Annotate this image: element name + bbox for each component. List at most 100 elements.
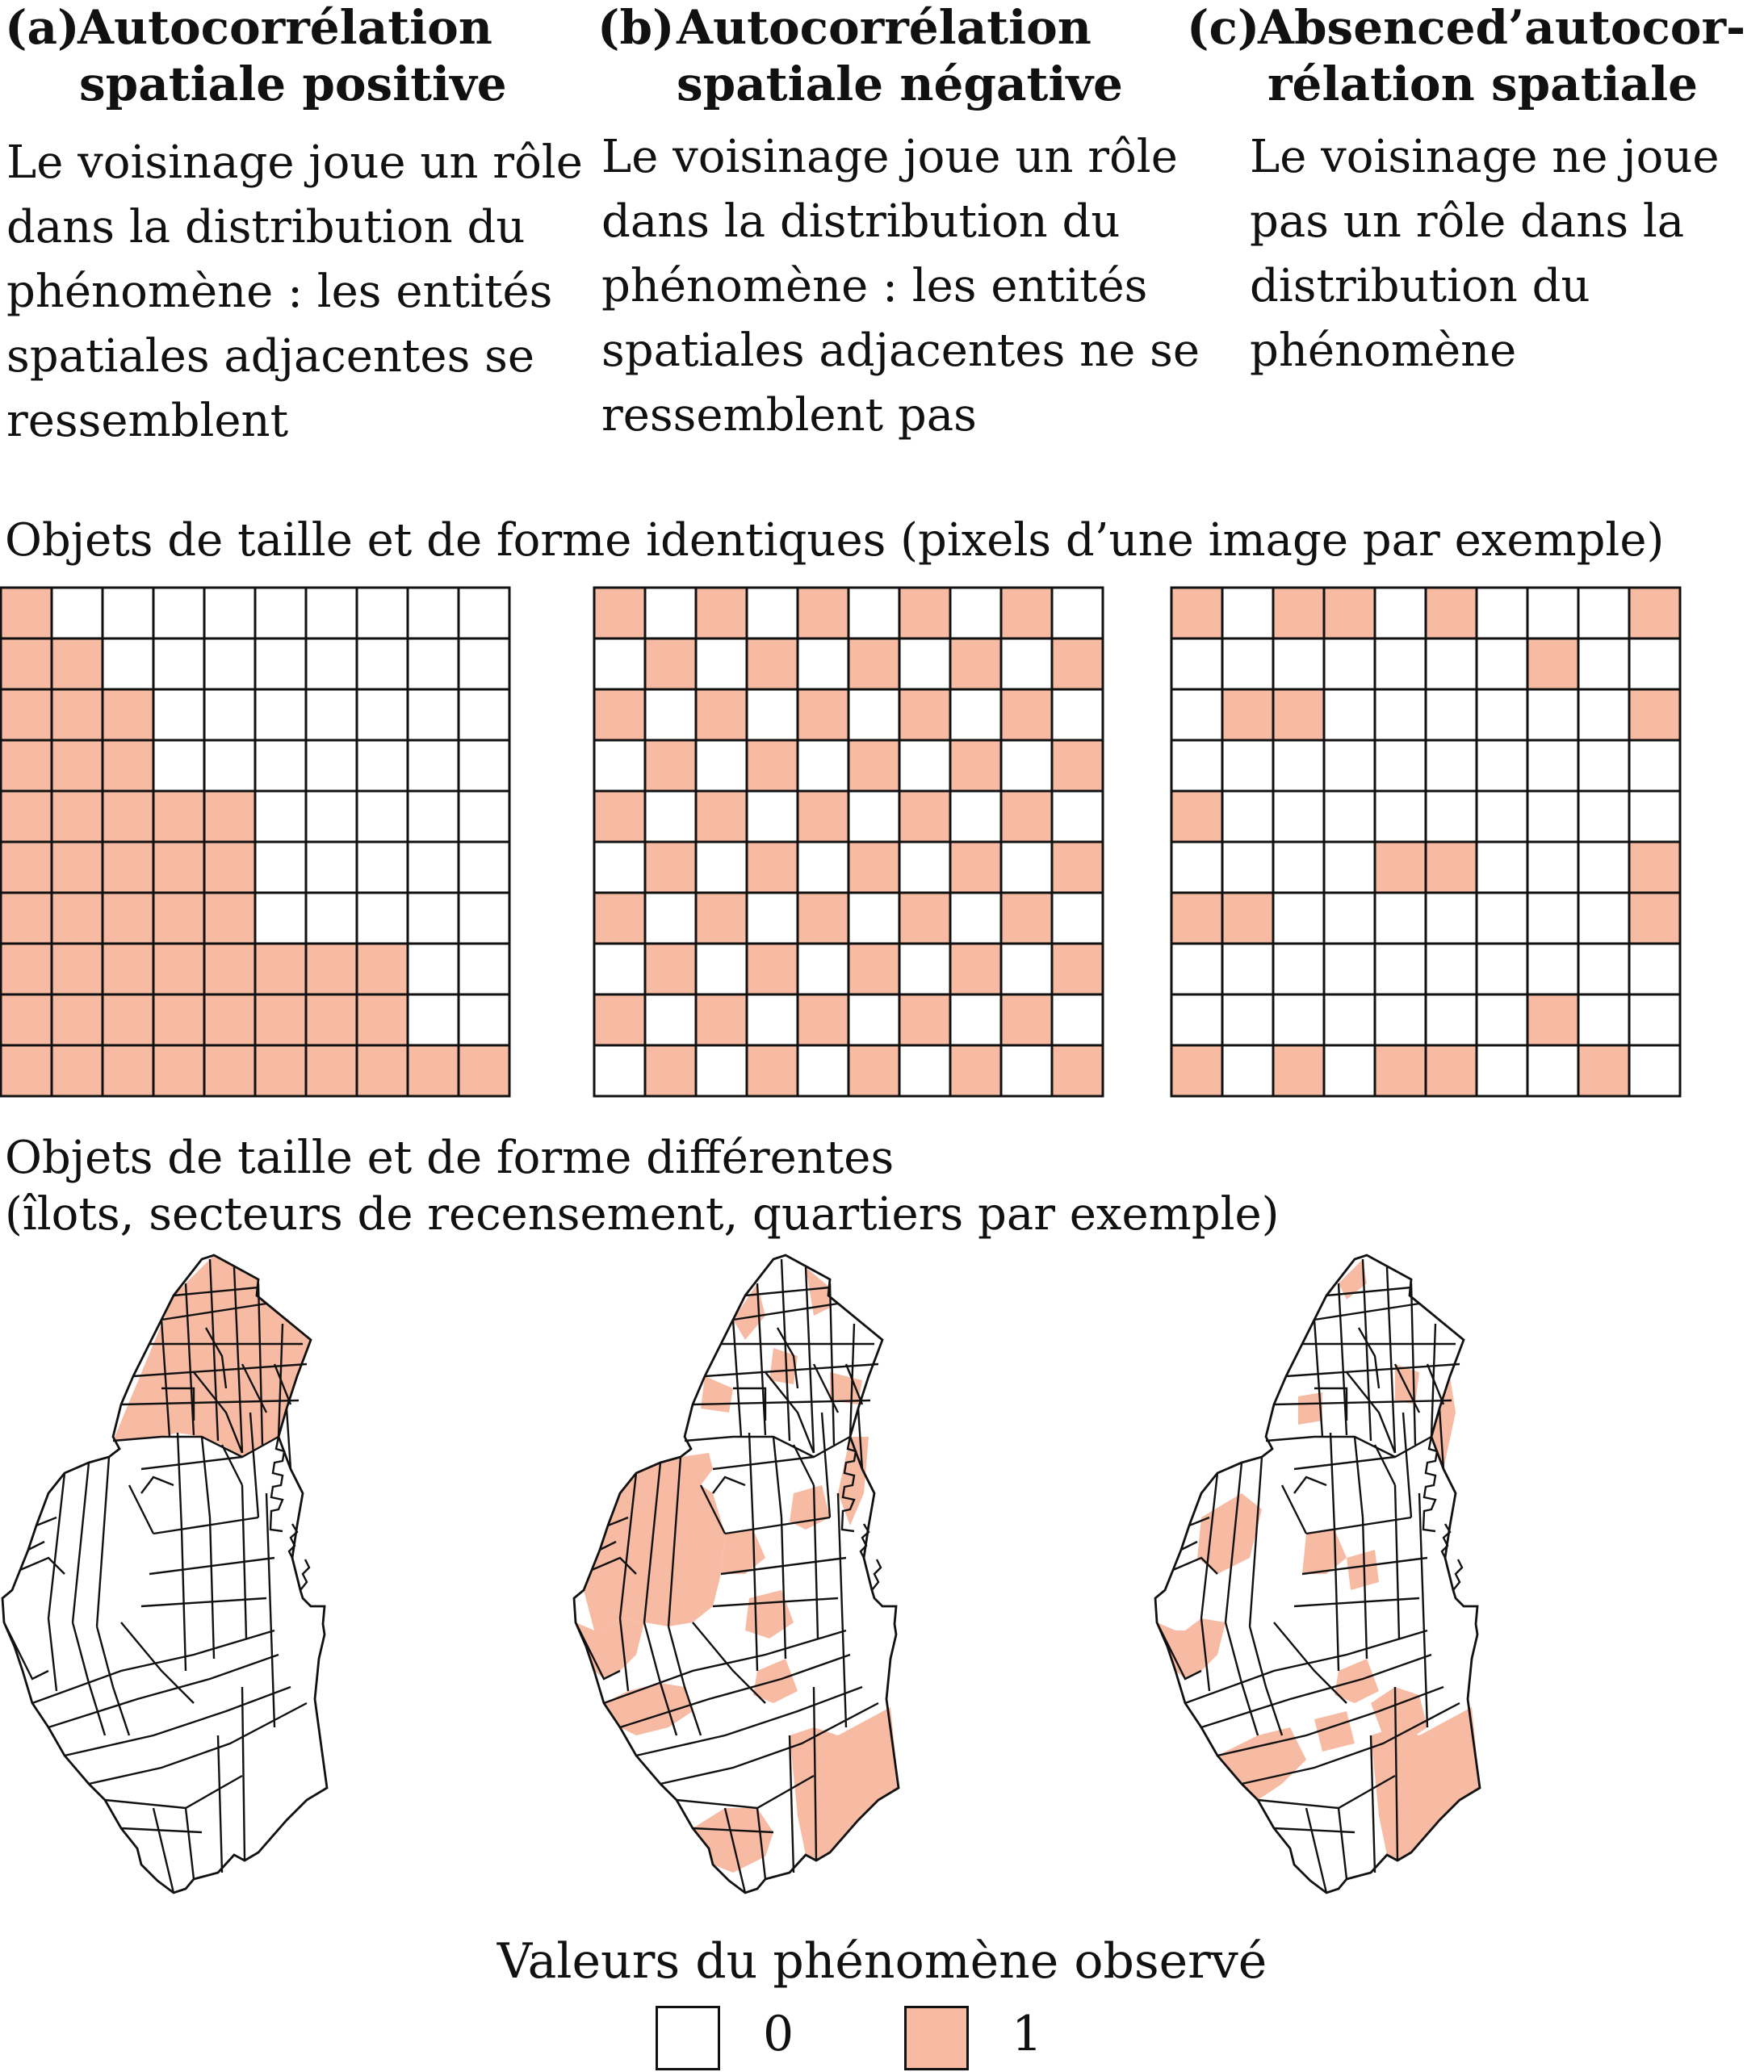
map-boundary-line — [1200, 1472, 1219, 1619]
grid-cell — [898, 688, 952, 742]
grid-cell — [898, 739, 952, 793]
grid-cell — [694, 942, 748, 996]
map-boundary-line — [1184, 1629, 1428, 1705]
grid-cell — [304, 993, 358, 1047]
grid-cell — [949, 891, 1003, 945]
grid-cell — [406, 1044, 460, 1098]
grid-cell — [253, 688, 308, 742]
grid-cell — [50, 586, 104, 640]
grid-cell — [1373, 637, 1427, 691]
map-boundary-line — [733, 1387, 767, 1421]
grid-cell — [101, 637, 155, 691]
grid-cell — [253, 993, 308, 1047]
grid-cell — [152, 993, 206, 1047]
map-boundary-line — [871, 1559, 882, 1591]
grid-cell — [0, 840, 53, 894]
panel-b-title-line2: spatiale négative — [677, 57, 1123, 111]
grid-cell — [1577, 637, 1631, 691]
grid-cell — [643, 637, 698, 691]
map-boundary-line — [844, 1363, 864, 1405]
map-boundary-line — [1314, 1387, 1348, 1421]
map-boundary-line — [1393, 1484, 1401, 1639]
grid-cell — [593, 840, 647, 894]
grid-cell — [1170, 789, 1224, 843]
grid-cell — [1272, 993, 1326, 1047]
map-district-filled — [830, 1372, 862, 1404]
panel-b-desc-line: phénomène : les entités — [601, 260, 1148, 312]
map-boundary-line — [1293, 1597, 1420, 1608]
panel-a-desc-line: phénomène : les entités — [6, 266, 553, 318]
grid-cell — [1526, 891, 1580, 945]
grid-cell — [355, 1044, 409, 1098]
grid-cell — [253, 840, 308, 894]
grid-cell — [847, 840, 901, 894]
map-boundary-line — [273, 1363, 292, 1405]
map-boundary-line — [723, 1807, 747, 1894]
map-boundary-line — [1273, 1622, 1347, 1704]
grid-cell — [847, 993, 901, 1047]
grid-cell — [304, 840, 358, 894]
map-boundary-line — [1217, 1685, 1444, 1757]
map-boundary-line — [676, 1774, 815, 1810]
grid-cell — [101, 993, 155, 1047]
panel-c-description: Le voisinage ne joue pas un rôle dans la… — [1250, 125, 1720, 383]
panel-b-desc-line: dans la distribution du — [601, 195, 1121, 248]
grid-cell — [694, 637, 748, 691]
grid-cell — [593, 993, 647, 1047]
map-boundary-line — [104, 1774, 243, 1810]
panel-a-desc-line: dans la distribution du — [6, 201, 526, 253]
grid-cell — [1170, 993, 1224, 1047]
grid-cell — [694, 1044, 748, 1098]
grid-cell — [898, 891, 952, 945]
map-boundary-line — [208, 1258, 220, 1442]
map-boundary-line — [204, 1327, 228, 1389]
map-boundary-line — [95, 1626, 131, 1736]
map-boundary-line — [776, 1327, 799, 1389]
grid-cell — [203, 840, 257, 894]
map-boundary-line — [95, 1456, 111, 1627]
panel-a-desc-line: Le voisinage joue un rôle — [6, 136, 583, 189]
grid-cell — [999, 1044, 1054, 1098]
map-district-filled — [806, 1267, 830, 1316]
grid-cell — [694, 891, 748, 945]
grid-cell — [0, 688, 53, 742]
grid-cell — [1424, 942, 1478, 996]
grid-cell — [101, 891, 155, 945]
grid-cell — [1221, 1044, 1275, 1098]
grid-cell — [999, 891, 1054, 945]
grid-cell — [1322, 637, 1376, 691]
grid-cell — [1272, 637, 1326, 691]
panel-a-title-line1: Autocorrélation — [78, 0, 492, 55]
map-boundary-line — [27, 1540, 45, 1551]
map-boundary-line — [756, 1283, 767, 1436]
grid-cell — [1628, 891, 1682, 945]
map-boundary-line — [184, 1807, 195, 1880]
grid-cell — [643, 688, 698, 742]
grid-cell — [0, 1044, 53, 1098]
panel-b-title-line1: Autocorrélation — [677, 0, 1092, 55]
grid-cell — [1424, 688, 1478, 742]
panel-a-desc-line: spatiales adjacentes se — [6, 330, 534, 383]
map-boundary-line — [574, 1622, 621, 1681]
map-boundary-line — [792, 1444, 815, 1486]
map-boundary-line — [1353, 1436, 1364, 1518]
map-boundary-line — [840, 1436, 857, 1533]
grid-cell — [1628, 789, 1682, 843]
map-boundary-line — [667, 1626, 702, 1736]
map-district-filled — [1217, 1727, 1306, 1800]
grid-cell — [304, 1044, 358, 1098]
grid-cell — [745, 637, 799, 691]
map-boundary-line — [120, 1622, 195, 1704]
grid-cell — [1272, 789, 1326, 843]
grid-cell — [1322, 688, 1376, 742]
map-boundary-line — [712, 1476, 746, 1494]
map-boundary-line — [265, 1492, 276, 1728]
panel-b-desc-line: spatiales adjacentes ne se — [601, 324, 1200, 377]
grid-cell — [999, 993, 1054, 1047]
grid-cell — [694, 739, 748, 793]
grid-cell — [1628, 1044, 1682, 1098]
grid-cell — [152, 688, 206, 742]
map-boundary-line — [160, 1319, 171, 1438]
grid-cell — [593, 942, 647, 996]
grid-cell — [406, 688, 460, 742]
